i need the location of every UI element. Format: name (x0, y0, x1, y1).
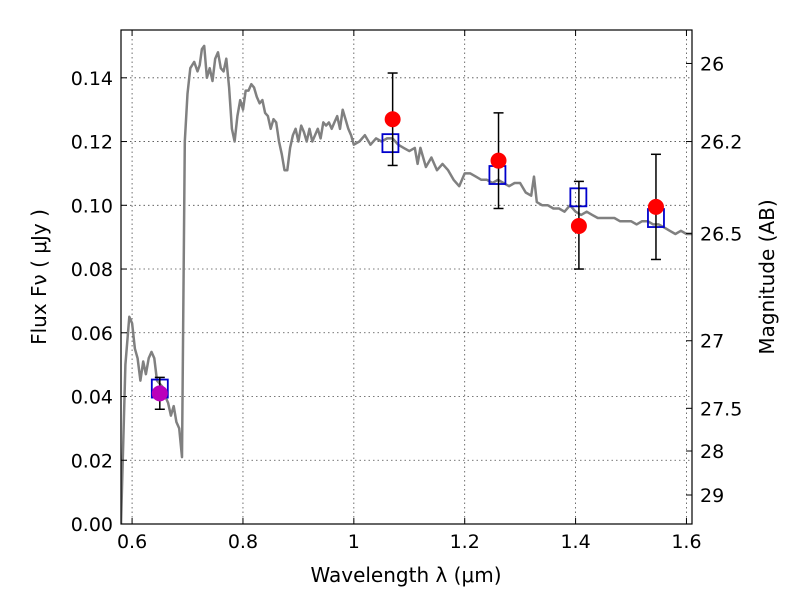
x-tick-label: 0.6 (117, 531, 147, 553)
right-tick-label: 26.2 (700, 132, 742, 154)
right-axis-label: Magnitude (AB) (755, 199, 779, 354)
y-tick-label: 0.06 (71, 323, 113, 345)
observed-flux-point (384, 111, 401, 128)
x-tick-label: 1 (348, 531, 360, 553)
right-tick-label: 28 (700, 441, 724, 463)
model-photometry-square (381, 133, 400, 154)
right-tick-label: 27 (700, 331, 724, 353)
observed-flux-point (647, 198, 664, 215)
grid-layer (121, 30, 692, 525)
right-tick-label: 27.5 (700, 398, 742, 420)
x-axis-label: Wavelength λ (μm) (310, 563, 501, 587)
right-tick-label: 26.5 (700, 223, 742, 245)
observed-flux-point (490, 152, 507, 169)
plot-layer (121, 44, 692, 524)
y-tick-label: 0.02 (71, 450, 113, 472)
x-tick-label: 1.6 (671, 531, 701, 553)
model-spectrum-line (121, 44, 692, 524)
y-tick-label: 0.00 (71, 514, 113, 536)
x-tick-label: 1.2 (450, 531, 480, 553)
y-tick-label: 0.14 (71, 68, 113, 90)
y-tick-label: 0.12 (71, 132, 113, 154)
observed-flux-point (151, 385, 168, 402)
observed-flux-point (570, 218, 587, 235)
y-tick-label: 0.08 (71, 259, 113, 281)
y-axis-label: Flux Fν ( μJy ) (27, 209, 51, 345)
plot-frame (120, 29, 693, 525)
right-tick-label: 29 (700, 485, 724, 507)
x-tick-label: 0.8 (228, 531, 258, 553)
y-tick-label: 0.04 (71, 387, 113, 409)
right-tick-label: 26 (700, 53, 724, 75)
tick-layer: 0.6 0.8 1 1.2 1.4 1.6 0.00 0.02 0.04 0.06 0.08 0.10… (71, 30, 742, 553)
y-tick-label: 0.10 (71, 195, 113, 217)
x-tick-label: 1.4 (560, 531, 590, 553)
